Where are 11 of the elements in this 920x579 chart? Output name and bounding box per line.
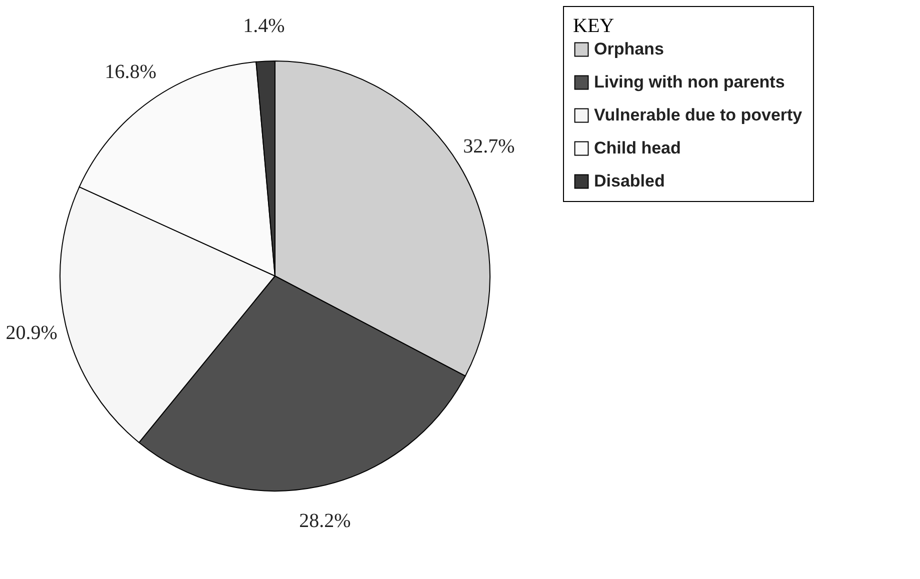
data-label: 28.2% <box>299 510 351 532</box>
legend-label: Disabled <box>594 172 665 190</box>
data-label: 16.8% <box>104 60 156 83</box>
data-label: 32.7% <box>463 136 515 158</box>
legend-title: KEY <box>573 15 614 37</box>
legend-label: Vulnerable due to poverty <box>594 106 803 124</box>
data-label: 1.4% <box>243 15 285 38</box>
legend-label: Orphans <box>594 40 664 58</box>
legend-label: Living with non parents <box>594 72 785 92</box>
legend-label: Child head <box>594 138 681 158</box>
data-label: 20.9% <box>6 322 58 344</box>
